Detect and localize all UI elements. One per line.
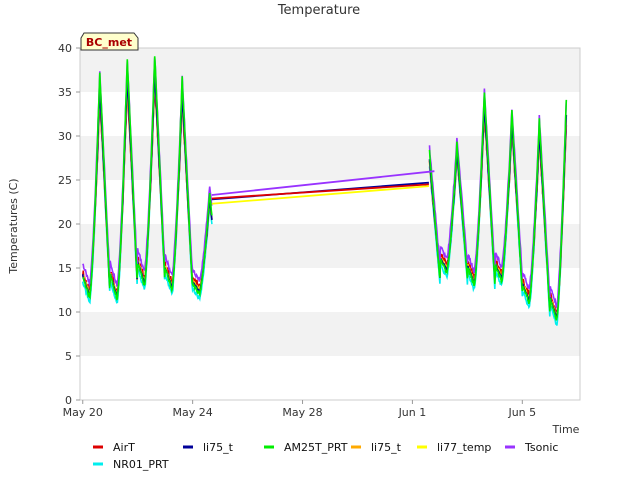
- x-tick-label: May 28: [282, 406, 322, 419]
- legend-label: Tsonic: [524, 441, 558, 454]
- x-tick-label: May 24: [173, 406, 213, 419]
- gap-line: [211, 185, 429, 205]
- series-line: [82, 56, 213, 301]
- y-tick-label: 30: [58, 130, 72, 143]
- y-tick-label: 0: [65, 394, 72, 407]
- x-axis-label: Time: [552, 423, 580, 436]
- y-tick-label: 20: [58, 218, 72, 231]
- grid-band: [80, 356, 580, 400]
- grid-band: [80, 180, 580, 224]
- y-axis-ticks: 0 5 10 15 20 25 30 35 40: [58, 42, 80, 407]
- x-axis-ticks: May 20 May 24 May 28 Jun 1 Jun 5: [63, 400, 536, 419]
- series-line: [428, 92, 568, 321]
- badge-label: BC_met: [86, 36, 132, 49]
- y-tick-label: 15: [58, 262, 72, 275]
- chart-title: Temperature: [277, 3, 360, 18]
- series-lines: [81, 56, 568, 326]
- legend-label: li75_t: [203, 441, 234, 454]
- legend-label: AirT: [113, 441, 135, 454]
- legend: AirT li75_t AM25T_PRT li75_t li77_temp Tsonic…: [93, 441, 558, 471]
- grid-band: [80, 92, 580, 136]
- y-tick-label: 25: [58, 174, 72, 187]
- grid-band: [80, 312, 580, 356]
- y-tick-label: 5: [65, 350, 72, 363]
- y-tick-label: 10: [58, 306, 72, 319]
- x-tick-label: May 20: [63, 406, 103, 419]
- gap-line: [211, 170, 435, 196]
- x-tick-label: Jun 5: [507, 406, 536, 419]
- grid-band: [80, 136, 580, 180]
- grid-bands: [80, 48, 580, 400]
- grid-band: [80, 268, 580, 312]
- y-axis-label: Temperatures (C): [7, 178, 20, 274]
- legend-label: li75_t: [371, 441, 402, 454]
- legend-label: NR01_PRT: [113, 458, 169, 471]
- y-tick-label: 35: [58, 86, 72, 99]
- y-tick-label: 40: [58, 42, 72, 55]
- grid-band: [80, 48, 580, 92]
- station-badge: BC_met: [80, 32, 139, 51]
- gap-line: [211, 183, 429, 200]
- badge-shape: [80, 32, 139, 51]
- legend-label: AM25T_PRT: [284, 441, 348, 454]
- x-tick-label: Jun 1: [398, 406, 427, 419]
- legend-label: li77_temp: [437, 441, 491, 454]
